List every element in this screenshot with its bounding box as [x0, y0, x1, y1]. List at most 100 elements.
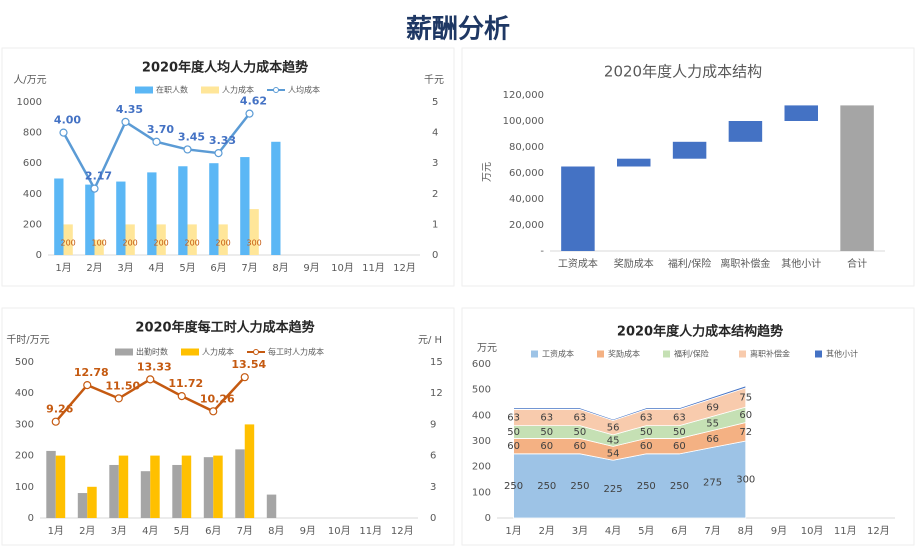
bar — [85, 184, 95, 255]
data-label: 69 — [706, 403, 719, 414]
y-tick-label: 300 — [472, 436, 491, 447]
y-tick-label: 120,000 — [503, 90, 544, 101]
panel — [1, 307, 455, 546]
chart-title: 2020年度人力成本结构 — [604, 63, 762, 81]
line-marker — [51, 417, 60, 426]
bar — [561, 166, 595, 251]
data-label: 225 — [604, 484, 623, 495]
data-label: 200 — [123, 239, 138, 248]
data-label: 300 — [736, 475, 755, 486]
x-tick-label: 1月 — [505, 525, 521, 537]
legend-label: 出勤时数 — [136, 347, 168, 357]
x-tick-label: 12月 — [391, 525, 414, 537]
y2-tick-label: 12 — [430, 388, 443, 399]
x-tick-label: 4月 — [148, 262, 164, 274]
line-marker — [177, 392, 186, 401]
data-label: 60 — [739, 410, 752, 421]
x-tick-label: 11月 — [359, 525, 382, 537]
data-label: 250 — [537, 481, 556, 492]
data-label: 250 — [637, 481, 656, 492]
bar — [147, 172, 157, 255]
line-marker — [146, 375, 155, 384]
bar — [181, 455, 192, 518]
y-tick-label: 200 — [23, 219, 42, 230]
x-tick-label: 7月 — [241, 262, 257, 274]
area — [513, 385, 747, 421]
y-tick-label: 100 — [472, 487, 491, 498]
y2-tick-label: 1 — [432, 219, 438, 230]
y-tick-label: 0 — [28, 513, 34, 524]
bar — [209, 163, 219, 255]
y2-axis-label: 千元 — [424, 74, 444, 86]
panel — [1, 47, 455, 287]
y-tick-label: 100,000 — [503, 116, 544, 127]
bar — [203, 457, 214, 518]
y-tick-label: 200 — [472, 462, 491, 473]
data-label: 250 — [504, 481, 523, 492]
chart-title: 2020年度每工时人力成本趋势 — [135, 320, 314, 336]
x-tick-label: 1月 — [55, 262, 71, 274]
data-label: 100 — [92, 239, 107, 248]
y2-tick-label: 2 — [432, 189, 438, 200]
x-tick-label: 9月 — [303, 262, 319, 274]
legend-label: 工资成本 — [542, 349, 574, 359]
data-label: 50 — [574, 427, 587, 438]
data-label: 55 — [706, 418, 719, 429]
x-tick-label: 2月 — [79, 525, 95, 537]
line-marker — [83, 380, 92, 390]
x-tick-label: 10月 — [801, 525, 824, 537]
line-marker — [90, 184, 99, 193]
data-label: 13.33 — [137, 360, 172, 373]
line-marker — [59, 128, 68, 137]
data-label: 63 — [673, 413, 686, 424]
bar — [218, 224, 228, 255]
data-label: 60 — [507, 441, 520, 452]
line-marker — [183, 145, 192, 154]
data-label: 50 — [673, 427, 686, 438]
legend-label: 奖励成本 — [608, 349, 640, 359]
x-tick-label: 2月 — [539, 525, 555, 537]
data-label: 200 — [185, 239, 200, 248]
data-label: 50 — [640, 427, 653, 438]
bar — [784, 105, 818, 121]
x-tick-label: 2月 — [86, 262, 102, 274]
data-label: 63 — [540, 413, 553, 424]
x-tick-label: 6月 — [671, 525, 687, 537]
x-tick-label: 11月 — [834, 525, 857, 537]
legend-swatch — [815, 350, 822, 358]
y2-tick-label: 15 — [430, 357, 443, 368]
bar — [156, 224, 166, 255]
y-tick-label: 100 — [15, 482, 34, 493]
bar — [63, 224, 73, 255]
y-tick-label: 400 — [15, 388, 34, 399]
y-tick-label: 0 — [485, 513, 491, 524]
chart-title: 2020年度人均人力成本趋势 — [142, 60, 308, 76]
x-tick-label: 9月 — [771, 525, 787, 537]
y2-tick-label: 0 — [432, 250, 438, 261]
bar — [728, 121, 763, 142]
bar — [840, 105, 874, 252]
line-marker — [152, 137, 161, 146]
data-label: 4.62 — [240, 95, 267, 108]
data-label: 50 — [540, 427, 553, 438]
data-label: 250 — [570, 481, 589, 492]
legend-swatch — [135, 86, 153, 94]
legend-swatch — [531, 350, 538, 358]
data-label: 200 — [154, 239, 169, 248]
bar — [77, 493, 88, 518]
x-tick-label: 12月 — [393, 262, 416, 274]
y-tick-label: 60,000 — [509, 168, 544, 179]
y-tick-label: 0 — [36, 250, 42, 261]
y2-axis-label: 元/ H — [418, 335, 442, 346]
legend-swatch — [273, 87, 279, 93]
bar — [172, 464, 182, 518]
x-tick-label: 3月 — [117, 262, 133, 274]
data-label: 3.33 — [209, 134, 236, 147]
y-tick-label: - — [540, 246, 544, 257]
y-tick-label: 400 — [23, 189, 42, 200]
y2-tick-label: 0 — [430, 513, 436, 524]
y-axis-label: 万元 — [482, 162, 493, 182]
bar — [125, 224, 135, 255]
bar — [213, 455, 223, 518]
